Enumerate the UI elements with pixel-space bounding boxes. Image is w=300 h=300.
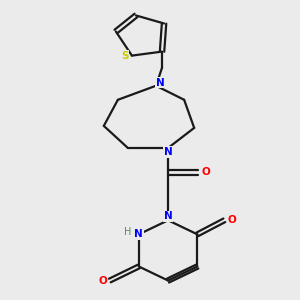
Text: N: N bbox=[156, 77, 164, 88]
Text: O: O bbox=[201, 167, 210, 177]
Text: H: H bbox=[124, 227, 131, 237]
Text: N: N bbox=[164, 211, 172, 221]
Text: N: N bbox=[164, 147, 172, 157]
Text: O: O bbox=[227, 215, 236, 225]
Text: N: N bbox=[134, 229, 143, 239]
Text: O: O bbox=[98, 275, 107, 286]
Text: S: S bbox=[121, 51, 128, 61]
